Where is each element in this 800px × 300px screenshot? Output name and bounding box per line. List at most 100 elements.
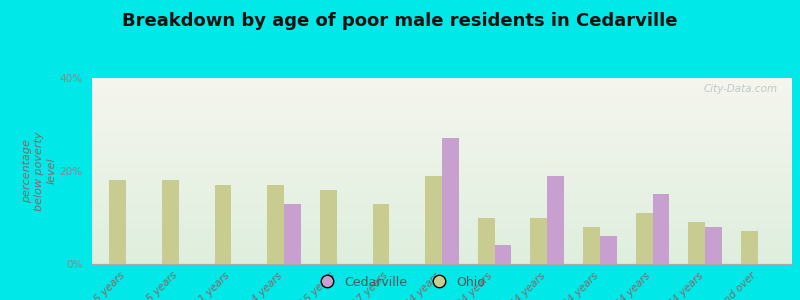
Bar: [92, 106, 792, 108]
Bar: [92, 126, 792, 128]
Bar: [92, 137, 792, 140]
Bar: [92, 169, 792, 171]
Bar: [583, 227, 600, 264]
Bar: [92, 245, 792, 247]
Bar: [92, 242, 792, 244]
Bar: [92, 97, 792, 98]
Bar: [92, 134, 792, 136]
Bar: [705, 227, 722, 264]
Bar: [92, 238, 792, 240]
Bar: [92, 199, 792, 201]
Bar: [92, 206, 792, 208]
Bar: [92, 147, 792, 149]
Bar: [92, 91, 792, 93]
Bar: [530, 218, 547, 264]
Bar: [92, 152, 792, 154]
Bar: [92, 128, 792, 130]
Bar: [92, 184, 792, 186]
Bar: [92, 158, 792, 160]
Bar: [92, 262, 792, 264]
Bar: [92, 160, 792, 162]
Bar: [92, 93, 792, 95]
Bar: [494, 245, 511, 264]
Bar: [92, 98, 792, 100]
Bar: [92, 195, 792, 197]
Bar: [92, 201, 792, 203]
Bar: [373, 203, 390, 264]
Text: City-Data.com: City-Data.com: [704, 84, 778, 94]
Bar: [92, 175, 792, 177]
Bar: [92, 123, 792, 124]
Bar: [92, 219, 792, 221]
Bar: [92, 182, 792, 184]
Bar: [636, 213, 653, 264]
Bar: [92, 225, 792, 227]
Y-axis label: percentage
below poverty
level: percentage below poverty level: [22, 131, 57, 211]
Bar: [92, 214, 792, 216]
Bar: [92, 78, 792, 80]
Bar: [92, 258, 792, 260]
Bar: [92, 95, 792, 97]
Bar: [92, 218, 792, 219]
Bar: [92, 112, 792, 113]
Bar: [92, 193, 792, 195]
Bar: [92, 210, 792, 212]
Bar: [425, 176, 442, 264]
Bar: [92, 102, 792, 104]
Bar: [92, 255, 792, 256]
Bar: [92, 108, 792, 109]
Bar: [92, 110, 792, 112]
Bar: [92, 256, 792, 258]
Bar: [92, 208, 792, 210]
Bar: [92, 260, 792, 262]
Bar: [92, 87, 792, 89]
Bar: [320, 190, 337, 264]
Bar: [92, 230, 792, 232]
Bar: [92, 234, 792, 236]
Bar: [110, 180, 126, 264]
Bar: [92, 119, 792, 121]
Bar: [92, 100, 792, 102]
Bar: [653, 194, 670, 264]
Bar: [92, 140, 792, 141]
Bar: [92, 232, 792, 234]
Bar: [688, 222, 705, 264]
Bar: [92, 180, 792, 182]
Bar: [92, 202, 792, 205]
Bar: [92, 221, 792, 223]
Bar: [267, 185, 284, 264]
Bar: [92, 104, 792, 106]
Bar: [92, 113, 792, 115]
Bar: [162, 180, 179, 264]
Bar: [92, 143, 792, 145]
Bar: [442, 138, 459, 264]
Bar: [92, 227, 792, 229]
Bar: [92, 121, 792, 123]
Bar: [92, 190, 792, 191]
Bar: [92, 136, 792, 137]
Bar: [92, 229, 792, 230]
Bar: [92, 253, 792, 255]
Bar: [284, 203, 301, 264]
Bar: [92, 191, 792, 193]
Bar: [92, 145, 792, 147]
Bar: [92, 240, 792, 242]
Bar: [92, 186, 792, 188]
Bar: [92, 85, 792, 87]
Bar: [92, 212, 792, 214]
Bar: [214, 185, 231, 264]
Bar: [92, 115, 792, 117]
Bar: [92, 130, 792, 132]
Bar: [92, 89, 792, 91]
Bar: [92, 164, 792, 165]
Bar: [92, 216, 792, 218]
Bar: [92, 247, 792, 249]
Bar: [547, 176, 564, 264]
Bar: [92, 117, 792, 119]
Text: Breakdown by age of poor male residents in Cedarville: Breakdown by age of poor male residents …: [122, 12, 678, 30]
Bar: [92, 154, 792, 156]
Bar: [92, 177, 792, 178]
Bar: [92, 236, 792, 238]
Bar: [92, 205, 792, 206]
Bar: [92, 84, 792, 85]
